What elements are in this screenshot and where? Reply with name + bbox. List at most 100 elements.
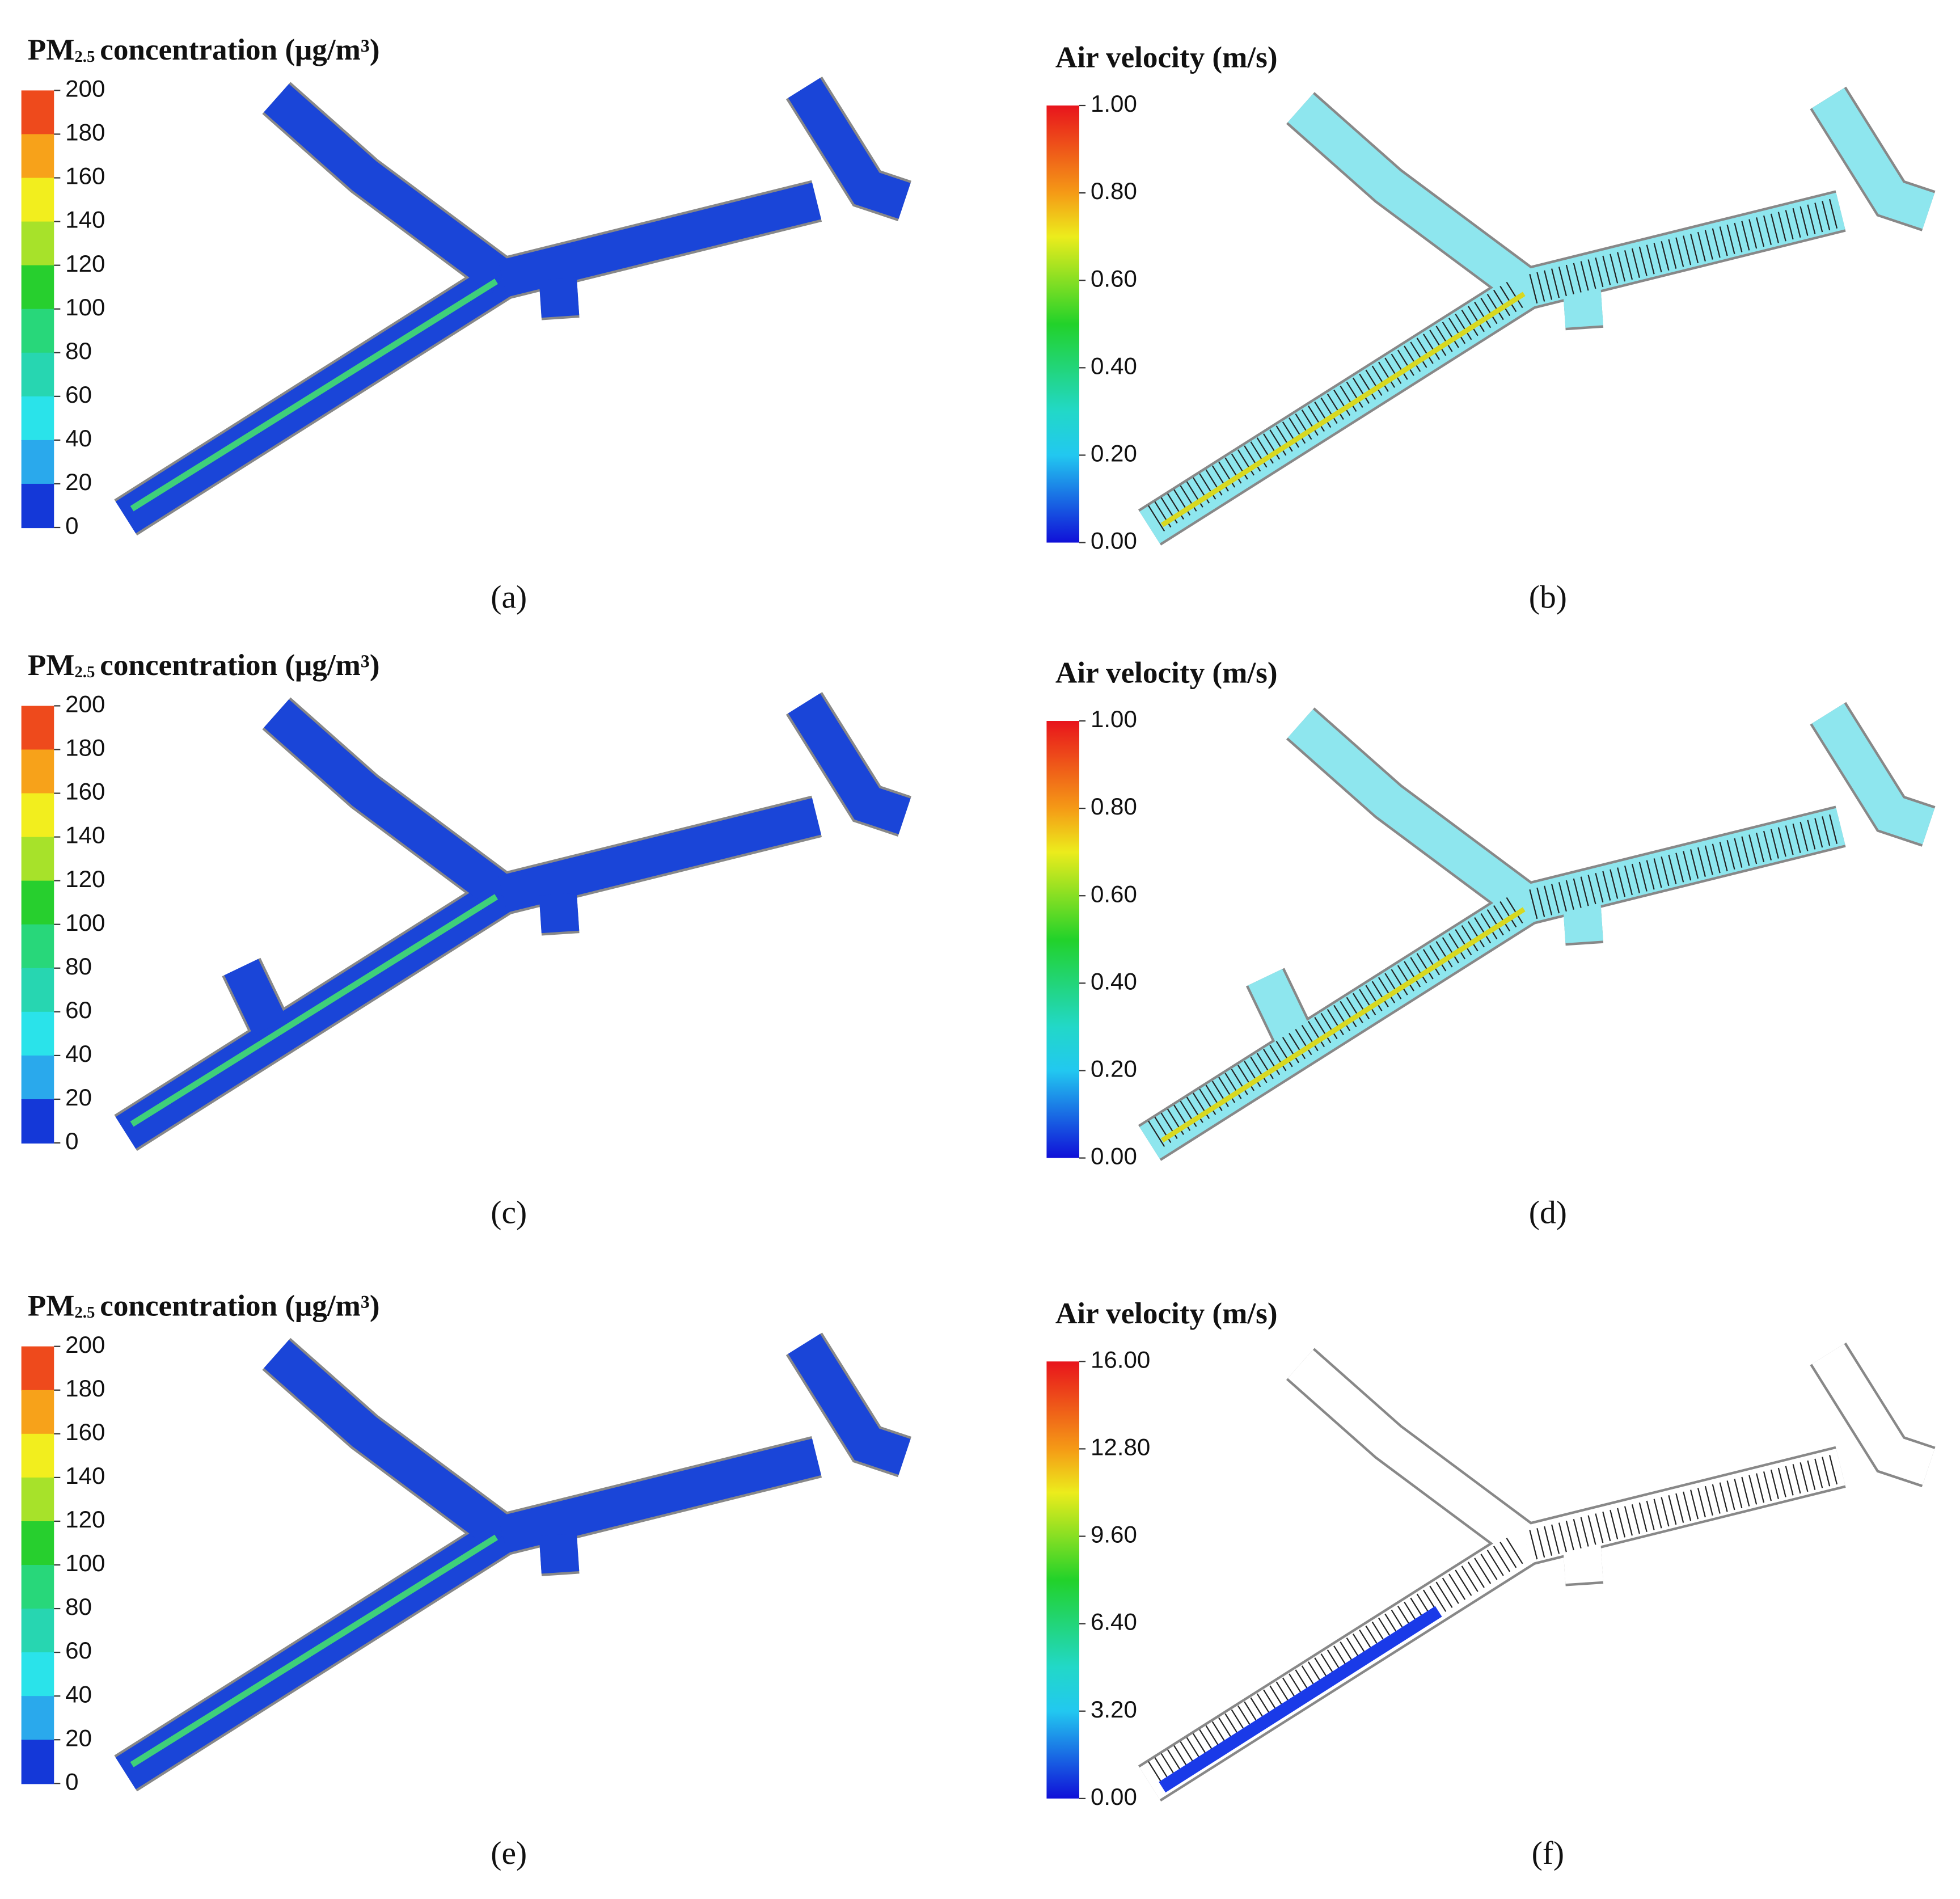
panel-caption: (f) [1532,1835,1565,1871]
colorbar-tick-label: 60 [65,997,92,1023]
streak [1160,907,1526,1143]
colorbar [1046,721,1080,1158]
duct-body [539,277,580,318]
colorbar-tick-label: 0.00 [1091,1783,1137,1810]
colorbar-tick-label: 140 [65,1462,105,1489]
colorbar-tick-label: 0.20 [1091,440,1137,467]
colorbar-band [21,1011,54,1056]
colorbar-tick-label: 140 [65,822,105,849]
panel-title: Air velocity (m/s) [1055,656,1278,689]
duct-body [788,1333,911,1475]
duct-body [788,78,911,219]
colorbar-tick-label: 200 [65,75,105,102]
colorbar-tick-label: 20 [65,1724,92,1751]
duct-body [1139,1529,1537,1800]
colorbar-band [21,1609,54,1653]
colorbar [1046,1361,1080,1799]
colorbar-tick-label: 0 [65,512,78,539]
colorbar-tick-label: 40 [65,425,92,451]
duct-body [1812,88,1935,229]
colorbar-tick-label: 0.00 [1091,528,1137,554]
colorbar-band [21,178,54,222]
panel-caption: (d) [1529,1195,1567,1231]
colorbar-band [21,1740,54,1784]
colorbar-tick-label: 0.20 [1091,1056,1137,1082]
duct-body [788,693,911,834]
colorbar-band [21,483,54,529]
title-text: concentration (μg/m³) [100,649,379,682]
panel-caption: (c) [491,1195,527,1231]
duct-body [498,1438,821,1554]
colorbar-band [21,1565,54,1610]
title-prefix: PM [28,33,75,66]
colorbar-tick-label: 80 [65,337,92,364]
colorbar-band [21,1477,54,1522]
colorbar-band [21,1346,54,1391]
streak [1160,292,1526,528]
colorbar-band [21,265,54,310]
colorbar-tick-label: 0 [65,1768,78,1795]
colorbar-band [21,924,54,969]
duct-body [1522,192,1845,307]
colorbar-band [21,1521,54,1566]
colorbar-tick-label: 80 [65,1593,92,1620]
duct-body [1287,1349,1538,1560]
duct-body [539,893,580,934]
colorbar-tick-label: 180 [65,735,105,761]
panel-title: PM2.5 concentration (μg/m³) [28,33,380,66]
duct-geometry [114,77,911,536]
colorbar-tick-label: 9.60 [1091,1521,1137,1548]
duct-body [1139,888,1537,1159]
colorbar-tick-label: 20 [65,469,92,495]
duct-body [1562,903,1603,943]
colorbar-tick-label: 100 [65,909,105,936]
duct-body [1562,1543,1603,1584]
colorbar-tick-label: 60 [65,1637,92,1664]
colorbar-tick-label: 40 [65,1681,92,1707]
duct-body [1248,969,1311,1046]
duct-geometry [1138,86,1936,546]
title-subscript: 2.5 [74,47,95,65]
colorbar-tick-label: 160 [65,1419,105,1445]
panel-title: PM2.5 concentration (μg/m³) [28,649,380,682]
panel-title: PM2.5 concentration (μg/m³) [28,1289,380,1322]
colorbar-band [21,1433,54,1478]
title-subscript: 2.5 [74,1303,95,1322]
duct-geometry [1138,1343,1936,1802]
colorbar-band [21,1055,54,1100]
colorbar-band [21,1390,54,1434]
panel-caption: (a) [491,580,527,615]
colorbar-band [21,706,54,750]
colorbar-band [21,880,54,925]
title-subscript: 2.5 [74,662,95,681]
colorbar-tick-label: 12.80 [1091,1434,1150,1461]
panel-caption: (b) [1529,580,1567,615]
colorbar-tick-label: 120 [65,250,105,277]
colorbar-band [21,1696,54,1741]
colorbar-tick-label: 0.60 [1091,265,1137,292]
colorbar-tick-label: 200 [65,1331,105,1358]
colorbar-tick-label: 0.80 [1091,178,1137,204]
colorbar-band [21,1099,54,1144]
duct-body [1562,288,1603,328]
colorbar-tick-label: 0.40 [1091,968,1137,994]
duct-body [264,699,514,910]
colorbar-band [21,837,54,881]
colorbar-band [21,968,54,1012]
duct-body [1139,273,1537,544]
colorbar-tick-label: 120 [65,866,105,892]
colorbar-band [21,221,54,266]
panel-caption: (e) [491,1835,527,1871]
duct-geometry [114,1332,911,1792]
duct-geometry [114,692,911,1151]
colorbar-tick-label: 0 [65,1128,78,1154]
duct-body [498,798,821,913]
panel-title: Air velocity (m/s) [1055,1297,1278,1330]
colorbar-tick-label: 40 [65,1040,92,1067]
colorbar-tick-label: 120 [65,1506,105,1533]
colorbar-tick-label: 0.00 [1091,1143,1137,1170]
colorbar-band [21,309,54,353]
colorbar-tick-label: 180 [65,1375,105,1402]
